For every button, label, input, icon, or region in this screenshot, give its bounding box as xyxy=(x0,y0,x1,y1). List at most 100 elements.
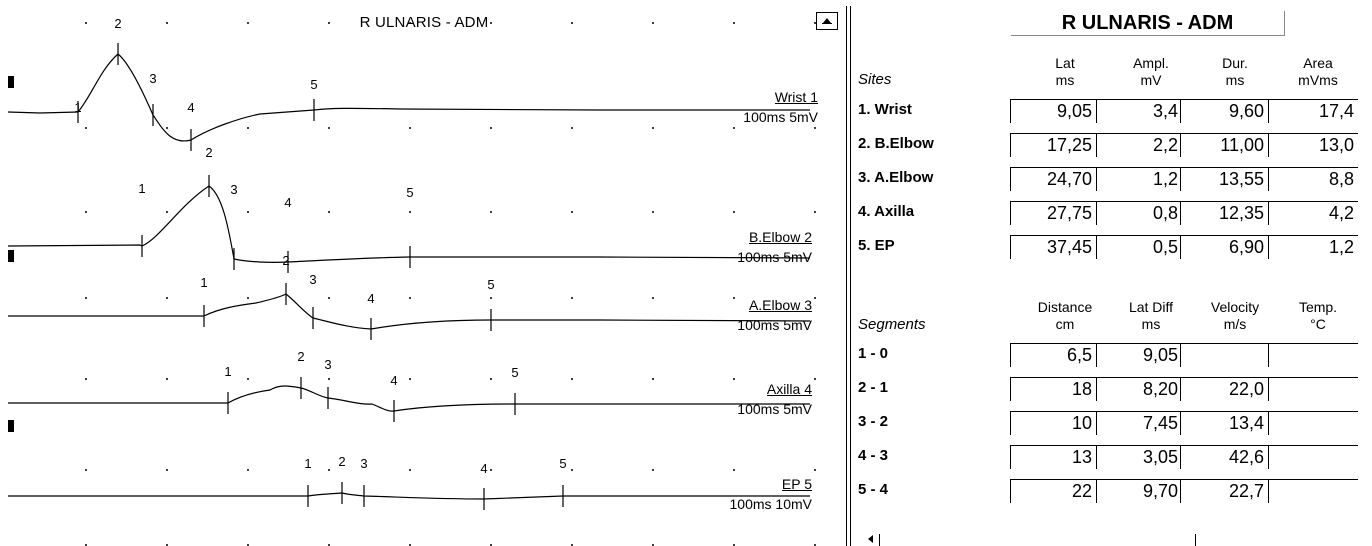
marker-label: 2 xyxy=(338,454,346,469)
col-head-temp: Temp. °C xyxy=(1268,299,1368,333)
grid-dot xyxy=(409,469,411,471)
site-cell[interactable]: 0,5 xyxy=(1096,235,1182,259)
col-name: Area xyxy=(1303,55,1333,71)
marker-label: 4 xyxy=(367,291,375,306)
segment-cell[interactable]: 42,6 xyxy=(1180,445,1268,469)
segment-cell[interactable]: 22 xyxy=(1010,479,1096,503)
site-cell[interactable]: 9,05 xyxy=(1010,99,1096,123)
grid-dot xyxy=(814,469,816,471)
panel-divider[interactable] xyxy=(846,6,847,546)
site-cell[interactable]: 8,8 xyxy=(1268,167,1358,191)
grid-dot xyxy=(247,127,249,129)
site-cell[interactable]: 24,70 xyxy=(1010,167,1096,191)
segment-cell[interactable]: 9,70 xyxy=(1096,479,1182,503)
segment-cell[interactable]: 6,5 xyxy=(1010,343,1096,367)
waveform-panel: R ULNARIS - ADM Wrist 1 100ms 5mV B.Elbo… xyxy=(7,12,838,546)
segment-cell[interactable]: 10 xyxy=(1010,411,1096,435)
grid-dot xyxy=(328,378,330,380)
site-cell[interactable]: 0,8 xyxy=(1096,201,1182,225)
segment-cell[interactable] xyxy=(1268,445,1358,469)
segment-row-label: 5 - 4 xyxy=(858,481,889,498)
grid-dot xyxy=(652,127,654,129)
grid-dot xyxy=(571,378,573,380)
site-cell[interactable]: 12,35 xyxy=(1180,201,1268,225)
grid-dot xyxy=(247,469,249,471)
marker-label: 1 xyxy=(304,456,312,471)
segment-cell[interactable]: 13,4 xyxy=(1180,411,1268,435)
grid-dot xyxy=(328,22,330,24)
grid-dot xyxy=(247,378,249,380)
grid-dot xyxy=(247,211,249,213)
grid-dot xyxy=(733,297,735,299)
segment-cell[interactable]: 22,7 xyxy=(1180,479,1268,503)
col-unit: ms xyxy=(1055,72,1075,88)
marker-label: 3 xyxy=(230,182,238,197)
site-cell[interactable]: 9,60 xyxy=(1180,99,1268,123)
segment-cell[interactable]: 18 xyxy=(1010,377,1096,401)
trace-scale: 100ms 5mV xyxy=(743,109,818,125)
grid-dot xyxy=(166,22,168,24)
site-cell[interactable]: 11,00 xyxy=(1180,133,1268,157)
grid-dot xyxy=(247,22,249,24)
col-name: Lat xyxy=(1055,55,1075,71)
site-cell[interactable]: 13,0 xyxy=(1268,133,1358,157)
sites-label: Sites xyxy=(858,71,892,88)
site-cell[interactable]: 17,25 xyxy=(1010,133,1096,157)
site-row-label: 5. EP xyxy=(858,237,895,254)
marker-label: 4 xyxy=(480,461,488,476)
grid-dot xyxy=(652,378,654,380)
grid-dot xyxy=(652,211,654,213)
grid-dot xyxy=(409,297,411,299)
grid-dot xyxy=(652,22,654,24)
site-cell[interactable]: 4,2 xyxy=(1268,201,1358,225)
segment-cell[interactable]: 8,20 xyxy=(1096,377,1182,401)
trace-scale: 100ms 5mV xyxy=(737,401,812,417)
panel-divider[interactable] xyxy=(850,6,851,546)
grid-dot xyxy=(490,297,492,299)
col-head-dur: Dur. ms xyxy=(1180,55,1290,89)
segment-cell[interactable]: 7,45 xyxy=(1096,411,1182,435)
site-cell[interactable]: 17,4 xyxy=(1268,99,1358,123)
horizontal-scrollbar[interactable] xyxy=(858,532,1372,546)
segment-cell[interactable]: 9,05 xyxy=(1096,343,1182,367)
trace-scale: 100ms 5mV xyxy=(737,249,812,265)
grid-dot xyxy=(571,22,573,24)
segment-cell[interactable] xyxy=(1268,377,1358,401)
site-cell[interactable]: 6,90 xyxy=(1180,235,1268,259)
grid-dot xyxy=(733,127,735,129)
scroll-thumb-edge[interactable] xyxy=(1195,534,1196,546)
segment-cell[interactable]: 22,0 xyxy=(1180,377,1268,401)
site-cell[interactable]: 2,2 xyxy=(1096,133,1182,157)
segment-cell[interactable]: 3,05 xyxy=(1096,445,1182,469)
grid-dot xyxy=(490,22,492,24)
segment-cell[interactable] xyxy=(1180,343,1268,367)
site-cell[interactable]: 1,2 xyxy=(1268,235,1358,259)
segment-cell[interactable] xyxy=(1268,411,1358,435)
grid-dot xyxy=(409,22,411,24)
segment-cell[interactable] xyxy=(1268,343,1358,367)
segment-cell[interactable] xyxy=(1268,479,1358,503)
scroll-left-icon[interactable] xyxy=(868,535,873,543)
trace-name: EP 5 xyxy=(781,476,813,492)
grid-dot xyxy=(733,378,735,380)
marker-label: 4 xyxy=(390,373,398,388)
site-cell[interactable]: 13,55 xyxy=(1180,167,1268,191)
scroll-up-button[interactable] xyxy=(816,12,838,30)
site-row-label: 2. B.Elbow xyxy=(858,135,934,152)
marker-label: 2 xyxy=(297,349,305,364)
segment-cell[interactable]: 13 xyxy=(1010,445,1096,469)
trace-name: Wrist 1 xyxy=(774,89,819,105)
grid-dot xyxy=(733,469,735,471)
site-cell[interactable]: 3,4 xyxy=(1096,99,1182,123)
marker-label: 5 xyxy=(487,277,495,292)
marker-label: 1 xyxy=(200,275,208,290)
grid-dot xyxy=(490,211,492,213)
grid-dot xyxy=(328,297,330,299)
grid-dot xyxy=(652,297,654,299)
marker-label: 5 xyxy=(406,185,414,200)
site-cell[interactable]: 1,2 xyxy=(1096,167,1182,191)
site-cell[interactable]: 27,75 xyxy=(1010,201,1096,225)
col-name: Velocity xyxy=(1210,299,1260,315)
waveform-trace xyxy=(8,385,810,412)
site-cell[interactable]: 37,45 xyxy=(1010,235,1096,259)
